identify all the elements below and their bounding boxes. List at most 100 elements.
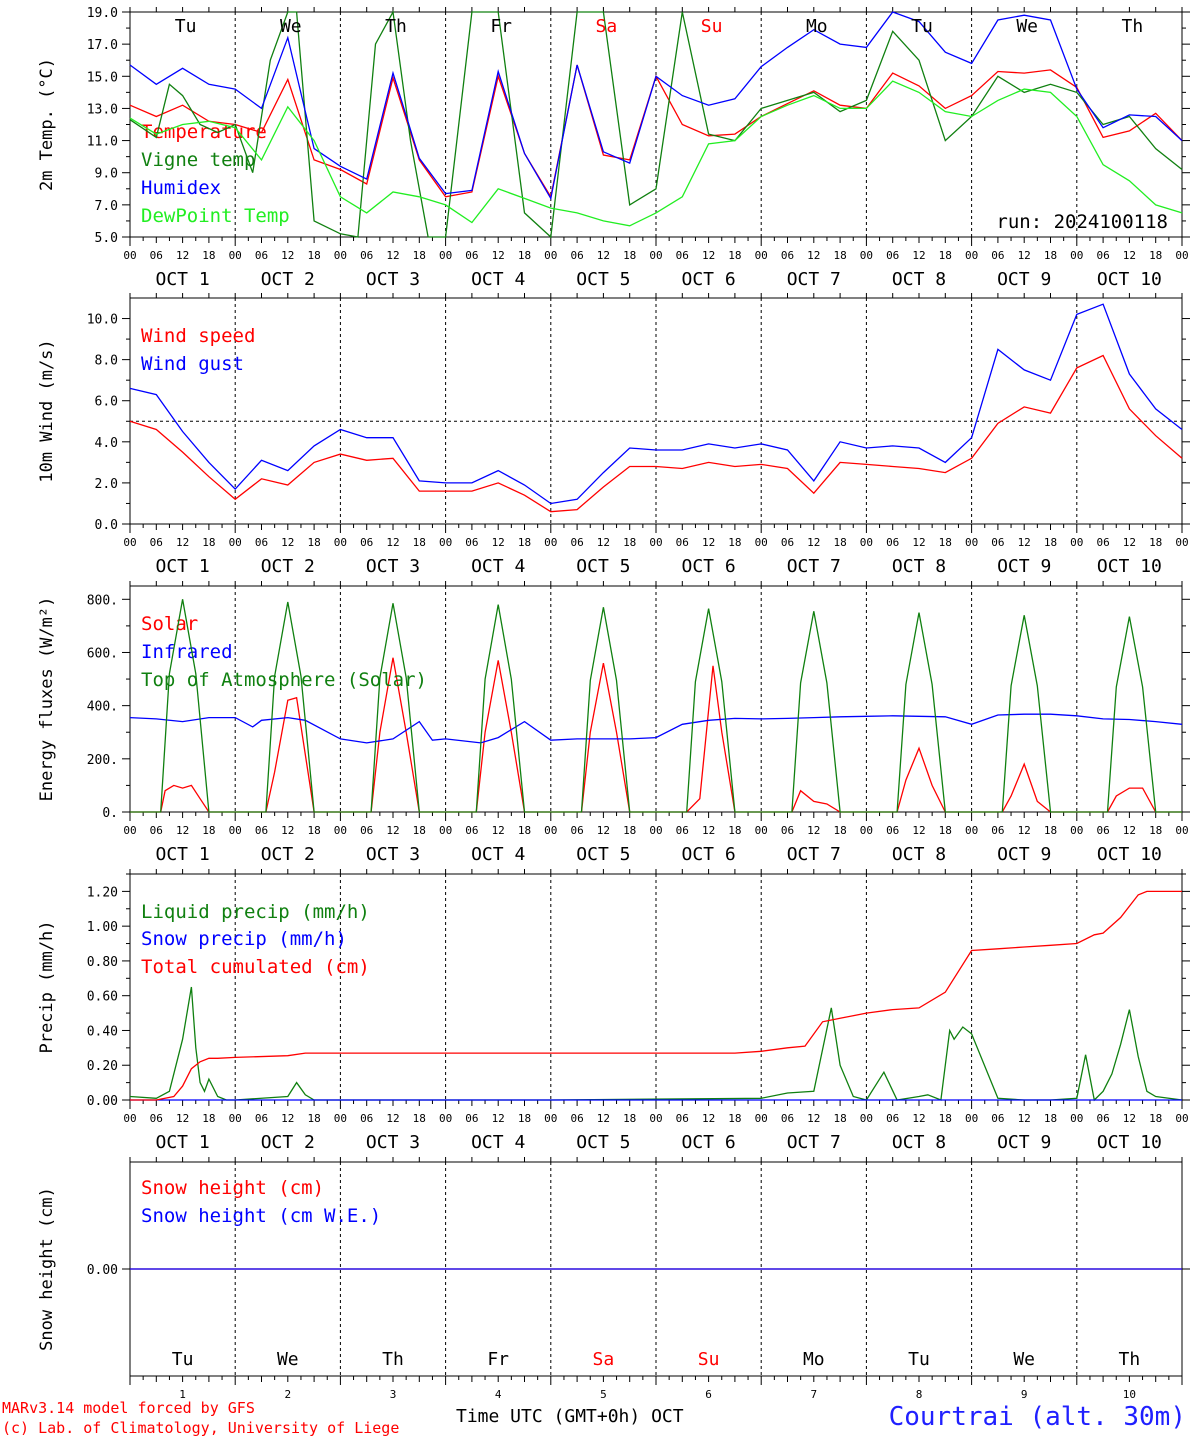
- temperature-hour-label: 00: [755, 249, 768, 262]
- energy-date-label: OCT 3: [366, 844, 420, 865]
- snow-day-name: Tu: [172, 1349, 194, 1370]
- temperature-hour-label: 12: [176, 249, 189, 262]
- precip-hour-label: 06: [676, 1112, 689, 1125]
- precip-hour-label: 12: [1123, 1112, 1136, 1125]
- x-axis-title-text: Time UTC (GMT+0h): [456, 1406, 641, 1427]
- energy-hour-label: 18: [518, 824, 531, 837]
- temperature-day-name: Mo: [806, 16, 828, 37]
- energy-hour-label: 12: [702, 824, 715, 837]
- snow-legend-snow-height-cm: Snow height (cm): [141, 1177, 324, 1199]
- temperature-hour-label: 18: [518, 249, 531, 262]
- temperature-hour-label: 18: [413, 249, 426, 262]
- precip-hour-label: 12: [386, 1112, 399, 1125]
- energy-legend-infrared: Infrared: [141, 641, 233, 663]
- precip-hour-label: 18: [307, 1112, 320, 1125]
- temperature-day-name: Tu: [175, 16, 197, 37]
- snow-day-number: 7: [810, 1388, 817, 1401]
- precip-hour-label: 12: [492, 1112, 505, 1125]
- temperature-run-annotation: run: 2024100118: [996, 211, 1168, 233]
- wind-date-label: OCT 5: [576, 556, 630, 577]
- snow-day-number: 2: [284, 1388, 291, 1401]
- wind-hour-label: 18: [833, 536, 846, 549]
- wind-hour-label: 18: [307, 536, 320, 549]
- snow-day-name: Mo: [803, 1349, 825, 1370]
- energy-y-axis-label: Energy fluxes (W/m²): [37, 597, 57, 802]
- energy-hour-label: 06: [781, 824, 794, 837]
- temperature-legend-dewpoint-temp: DewPoint Temp: [141, 205, 290, 227]
- wind-hour-label: 12: [176, 536, 189, 549]
- precip-ytick-label: 0.20: [87, 1059, 118, 1074]
- precip-hour-label: 00: [439, 1112, 452, 1125]
- temperature-hour-label: 06: [465, 249, 478, 262]
- temperature-legend-vigne-temp: Vigne temp: [141, 149, 255, 171]
- precip-date-label: OCT 2: [261, 1132, 315, 1153]
- precip-hour-label: 00: [755, 1112, 768, 1125]
- wind-date-label: OCT 6: [682, 556, 736, 577]
- wind-hour-label: 06: [886, 536, 899, 549]
- temperature-hour-label: 00: [649, 249, 662, 262]
- wind-hour-label: 06: [465, 536, 478, 549]
- precip-ytick-label: 1.20: [87, 885, 118, 900]
- temperature-hour-label: 06: [150, 249, 163, 262]
- temperature-hour-label: 18: [202, 249, 215, 262]
- wind-hour-label: 12: [1123, 536, 1136, 549]
- wind-hour-label: 18: [939, 536, 952, 549]
- precip-hour-label: 18: [202, 1112, 215, 1125]
- energy-date-label: OCT 9: [997, 844, 1051, 865]
- energy-date-label: OCT 1: [156, 844, 210, 865]
- energy-hour-label: 00: [1070, 824, 1083, 837]
- precip-hour-label: 18: [939, 1112, 952, 1125]
- energy-hour-label: 06: [1096, 824, 1109, 837]
- precip-hour-label: 18: [623, 1112, 636, 1125]
- wind-date-label: OCT 7: [787, 556, 841, 577]
- wind-hour-label: 06: [991, 536, 1004, 549]
- wind-hour-label: 06: [360, 536, 373, 549]
- precip-hour-label: 18: [1044, 1112, 1057, 1125]
- wind-series-wind-speed: [129, 354, 1183, 513]
- precip-hour-label: 18: [728, 1112, 741, 1125]
- wind-hour-label: 06: [1096, 536, 1109, 549]
- precip-hour-label: 12: [702, 1112, 715, 1125]
- snow-day-number: 4: [495, 1388, 502, 1401]
- wind-legend-wind-speed: Wind speed: [141, 325, 255, 347]
- precip-hour-label: 06: [150, 1112, 163, 1125]
- snow-day-name: Fr: [487, 1349, 509, 1370]
- snow-day-number: 9: [1021, 1388, 1028, 1401]
- energy-hour-label: 00: [439, 824, 452, 837]
- snow-day-name: We: [1013, 1349, 1035, 1370]
- x-axis-title: Time UTC (GMT+0h) OCT: [456, 1406, 684, 1427]
- temperature-hour-label: 12: [702, 249, 715, 262]
- energy-series-top-of-atmosphere-solar: [130, 599, 1182, 813]
- energy-ytick-label: 800.: [87, 593, 118, 608]
- temperature-hour-label: 00: [544, 249, 557, 262]
- wind-hour-label: 00: [334, 536, 347, 549]
- temperature-ytick-label: 9.0: [95, 167, 118, 182]
- temperature-hour-label: 18: [1149, 249, 1162, 262]
- temperature-hour-label: 06: [991, 249, 1004, 262]
- wind-hour-label: 00: [229, 536, 242, 549]
- temperature-date-label: OCT 4: [471, 269, 525, 290]
- precip-hour-label: 18: [833, 1112, 846, 1125]
- energy-hour-label: 00: [1175, 824, 1188, 837]
- energy-hour-label: 00: [649, 824, 662, 837]
- temperature-hour-label: 18: [623, 249, 636, 262]
- temperature-hour-label: 18: [939, 249, 952, 262]
- wind-hour-label: 18: [1149, 536, 1162, 549]
- snow-day-name: Th: [1119, 1349, 1141, 1370]
- precip-date-label: OCT 6: [682, 1132, 736, 1153]
- wind-date-label: OCT 1: [156, 556, 210, 577]
- energy-ytick-label: 200.: [87, 753, 118, 768]
- snow-day-name: Su: [698, 1349, 720, 1370]
- energy-date-label: OCT 2: [261, 844, 315, 865]
- energy-hour-label: 18: [307, 824, 320, 837]
- energy-hour-label: 12: [386, 824, 399, 837]
- snow-legend-snow-height-cm-w-e: Snow height (cm W.E.): [141, 1205, 381, 1227]
- temperature-frame: [129, 11, 1183, 238]
- wind-hour-label: 00: [755, 536, 768, 549]
- wind-hour-label: 18: [623, 536, 636, 549]
- energy-hour-label: 12: [281, 824, 294, 837]
- precip-legend-snow-precip-mm-h: Snow precip (mm/h): [141, 928, 347, 950]
- energy-hour-label: 12: [1123, 824, 1136, 837]
- precip-y-axis-label: Precip (mm/h): [37, 920, 57, 1053]
